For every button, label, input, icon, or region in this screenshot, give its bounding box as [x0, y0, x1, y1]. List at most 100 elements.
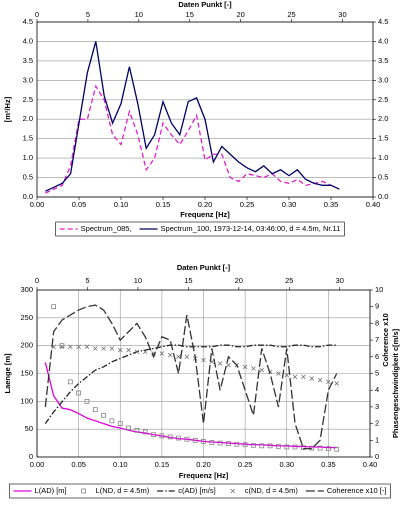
marker	[109, 346, 115, 351]
y-tick-label: 3.5	[23, 56, 33, 65]
marker	[134, 427, 140, 433]
y-tick-label: 2.5	[23, 95, 33, 104]
y-tick-label: 4.5	[23, 17, 33, 26]
marker	[334, 381, 339, 386]
y2-tick-label: 3.0	[378, 75, 388, 84]
marker	[76, 390, 81, 396]
marker	[117, 421, 123, 426]
marker	[259, 367, 265, 373]
marker	[142, 349, 148, 355]
x2-tick-label: 20	[235, 276, 243, 285]
x2-tick-label: 10	[135, 10, 143, 19]
x2-tick-label: 30	[338, 10, 346, 19]
marker	[230, 488, 235, 494]
chart-panel: 0.0 0.5 1.0 1.5 2.0 2.5 3.0 3.5 4.0 4.5 0.0 0.5 1.0 1…	[3, 0, 388, 237]
marker	[226, 362, 231, 368]
x2-tick-label: 5	[86, 10, 90, 19]
x2-tick-label: 0	[35, 10, 39, 19]
x-tick-label: 0.35	[321, 460, 336, 469]
marker	[201, 357, 206, 363]
y2-axis-title: Phasengeschwindigkeit c[m/s]	[391, 328, 400, 438]
x2-tick-label: 5	[85, 276, 89, 285]
x-tick-label: 0.30	[282, 200, 297, 209]
y-axis-title: [m²/Hz]	[3, 96, 12, 122]
y2-tick-label: 6	[375, 352, 379, 361]
y2-tick-label: 2.0	[378, 114, 388, 123]
y2-tick-label: 4.5	[378, 17, 388, 26]
marker	[326, 446, 331, 451]
marker	[234, 441, 240, 447]
marker	[292, 374, 298, 380]
marker	[242, 442, 248, 448]
x-tick-label: 0.00	[30, 200, 45, 209]
marker	[284, 372, 289, 378]
y-tick-label: 0	[29, 452, 33, 461]
y2-axis-title: Coherence x10	[381, 313, 390, 366]
y2-tick-label: 3.5	[378, 56, 388, 65]
marker	[101, 412, 106, 418]
marker	[109, 418, 115, 424]
plot-area	[37, 22, 373, 197]
x-tick-label: 0.40	[363, 460, 378, 469]
x-tick-label: 0.25	[238, 460, 253, 469]
y2-tick-label: 7	[375, 335, 379, 344]
legend-entry: Spectrum_100, 1973-12-14, 03:46:00, d = …	[139, 224, 340, 233]
x-axis-title: Frequenz [Hz]	[179, 471, 229, 480]
y-tick-label: 150	[20, 368, 33, 377]
marker	[217, 440, 223, 446]
marker	[251, 442, 256, 448]
marker	[92, 407, 98, 413]
marker	[267, 443, 273, 449]
marker	[217, 361, 223, 366]
marker	[326, 379, 331, 385]
y-tick-label: 200	[20, 341, 33, 350]
x2-tick-label: 15	[186, 10, 194, 19]
series-line	[45, 41, 340, 192]
y2-tick-label: 3	[375, 402, 379, 411]
x-tick-label: 0.20	[198, 200, 213, 209]
marker	[292, 444, 298, 450]
y2-tick-label: 4	[375, 385, 379, 394]
legend-box	[55, 221, 345, 237]
marker	[309, 376, 314, 381]
marker	[242, 364, 248, 370]
y2-tick-label: 1.5	[378, 134, 388, 143]
x2-tick-label: 15	[184, 276, 192, 285]
legend-entry: c(ND, d = 4.5m)	[230, 486, 299, 495]
x-axis-title: Frequenz [Hz]	[180, 210, 230, 219]
marker	[301, 374, 306, 380]
marker	[126, 347, 131, 353]
y2-tick-label: 10	[375, 285, 383, 294]
x-tick-label: 0.30	[279, 460, 294, 469]
legend-label: L(ND, d = 4.5m)	[96, 486, 150, 495]
series-line	[44, 304, 338, 450]
marker	[118, 347, 123, 353]
marker	[184, 354, 190, 360]
marker	[301, 445, 306, 450]
y-tick-label: 300	[20, 285, 33, 294]
y-axis-title: Laenge [m]	[3, 353, 12, 394]
marker	[284, 444, 290, 450]
y-tick-label: 3.0	[23, 75, 33, 84]
marker	[159, 433, 165, 439]
legend-entry: L(ND, d = 4.5m)	[81, 486, 150, 495]
marker	[142, 429, 148, 435]
marker	[317, 377, 323, 383]
legend-entry: c(AD) [m/s]	[157, 486, 216, 495]
marker	[59, 344, 65, 350]
x-tick-label: 0.40	[366, 200, 381, 209]
y-tick-label: 2.0	[23, 114, 33, 123]
marker	[167, 352, 173, 358]
marker	[226, 441, 231, 446]
y2-tick-label: 4.0	[378, 36, 388, 45]
legend-label: c(ND, d = 4.5m)	[245, 486, 299, 495]
y-tick-label: 0.0	[23, 192, 33, 201]
y-tick-label: 250	[20, 313, 33, 322]
y2-tick-label: 1.0	[378, 153, 388, 162]
x2-axis-title: Daten Punkt [-]	[178, 0, 232, 9]
x2-axis-title: Daten Punkt [-]	[177, 263, 231, 272]
plot-frame	[36, 21, 374, 198]
x-tick-label: 0.35	[324, 200, 339, 209]
marker	[151, 432, 156, 438]
y-tick-label: 1.5	[23, 134, 33, 143]
